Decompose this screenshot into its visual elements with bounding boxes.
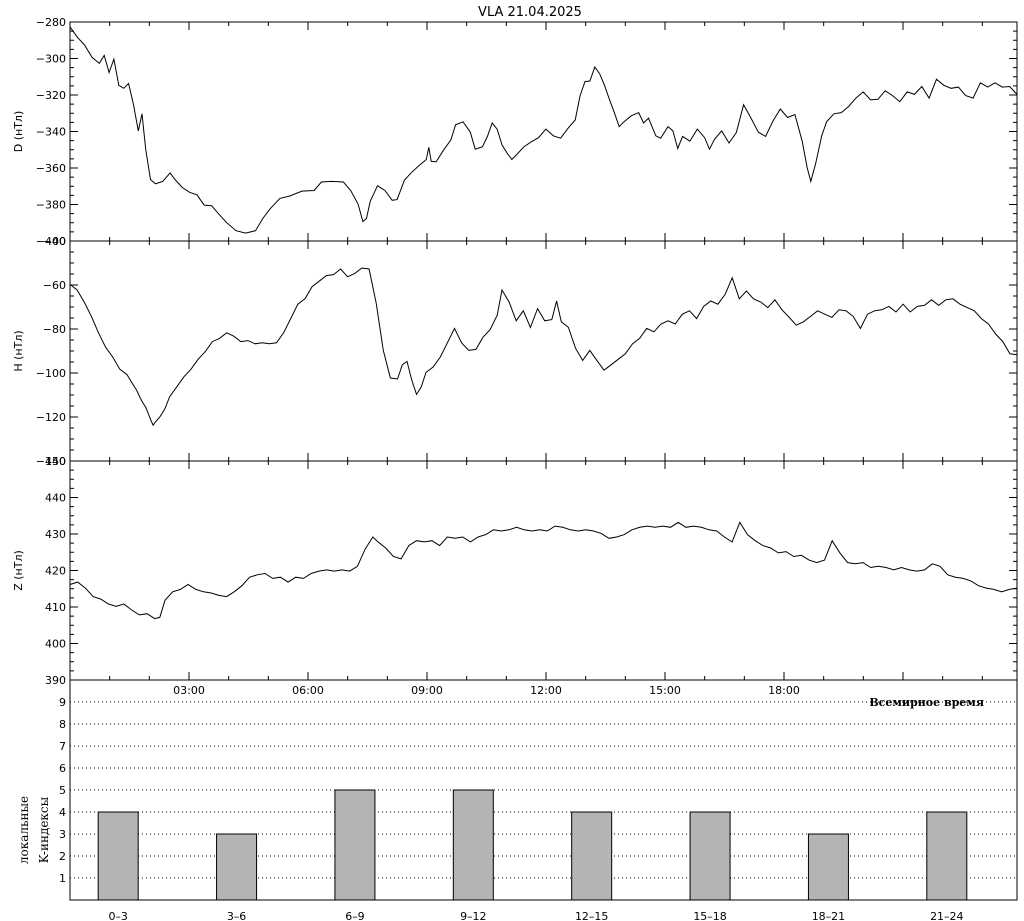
k-category-label: 18–21: [812, 910, 846, 921]
time-tick-label: 15:00: [649, 684, 681, 697]
series-line: [69, 521, 1018, 620]
y-tick-label: 390: [45, 674, 66, 687]
k-index-bar: [689, 811, 731, 901]
panel-frame: [69, 240, 1018, 462]
y-tick-label: −360: [36, 162, 66, 175]
time-tick-label: 06:00: [292, 684, 324, 697]
k-tick-label: 9: [59, 696, 66, 709]
y-tick-label: 420: [45, 565, 66, 578]
series-line: [69, 267, 1018, 427]
k-index-bar: [97, 811, 139, 901]
time-tick-label: 12:00: [530, 684, 562, 697]
k-category-label: 21–24: [930, 910, 964, 921]
y-tick-label: 400: [45, 638, 66, 651]
y-tick-label: −80: [43, 323, 66, 336]
k-index-bar: [926, 811, 968, 901]
k-axis-title-line1: локальные: [17, 796, 31, 864]
y-tick-label: −340: [36, 126, 66, 139]
y-tick-label: −120: [36, 411, 66, 424]
y-axis-title: Z (нТл): [12, 550, 25, 591]
y-tick-label: 450: [45, 455, 66, 468]
k-index-bar: [807, 833, 849, 901]
k-tick-label: 1: [59, 872, 66, 885]
k-tick-label: 6: [59, 762, 66, 775]
k-index-bar: [571, 811, 613, 901]
k-tick-label: 2: [59, 850, 66, 863]
chart-title: VLA 21.04.2025: [478, 5, 582, 20]
k-category-label: 0–3: [108, 910, 128, 921]
y-axis-title: H (нТл): [12, 330, 25, 371]
time-tick-label: 09:00: [411, 684, 443, 697]
k-category-label: 6–9: [345, 910, 365, 921]
k-category-label: 12–15: [575, 910, 609, 921]
y-tick-label: −280: [36, 16, 66, 29]
y-tick-label: −380: [36, 199, 66, 212]
k-axis-title-line2: K-индексы: [37, 796, 51, 863]
y-tick-label: −60: [43, 279, 66, 292]
k-tick-label: 4: [59, 806, 66, 819]
k-tick-label: 7: [59, 740, 66, 753]
k-tick-label: 3: [59, 828, 66, 841]
y-tick-label: −40: [43, 235, 66, 248]
y-tick-label: 410: [45, 601, 66, 614]
x-axis-title: Всемирное время: [869, 696, 984, 709]
k-index-bar: [334, 789, 376, 901]
y-tick-label: −140: [36, 455, 66, 468]
k-index-bar: [452, 789, 494, 901]
y-tick-label: −300: [36, 53, 66, 66]
y-tick-label: −100: [36, 367, 66, 380]
y-tick-label: −320: [36, 89, 66, 102]
k-tick-label: 5: [59, 784, 66, 797]
panel-1: −400 −380 −360 −340 −320 −300 −280 D (нТл): [12, 16, 1018, 248]
k-tick-label: 8: [59, 718, 66, 731]
series-line: [69, 26, 1018, 234]
y-tick-label: 430: [45, 528, 66, 541]
k-category-label: 3–6: [227, 910, 247, 921]
y-axis-title: D (нТл): [12, 111, 25, 153]
panel-frame: [69, 460, 1018, 681]
y-tick-label: −400: [36, 235, 66, 248]
panel-2: −140 −120 −100 −80 −60 −40 H (нТл): [12, 235, 1018, 468]
k-category-label: 9–12: [460, 910, 487, 921]
panel-3: 390 400 410 420 430 440 450 Z (нТл): [12, 455, 1018, 687]
panel-4: 1 2 3 4 5 6 7 8 9 03:00 06:00 09:00 12:00 15:00 18:00 В…: [17, 679, 1018, 921]
time-tick-label: 18:00: [768, 684, 800, 697]
k-index-bar: [216, 833, 258, 901]
y-tick-label: 440: [45, 492, 66, 505]
k-category-label: 15–18: [693, 910, 727, 921]
time-tick-label: 03:00: [173, 684, 205, 697]
